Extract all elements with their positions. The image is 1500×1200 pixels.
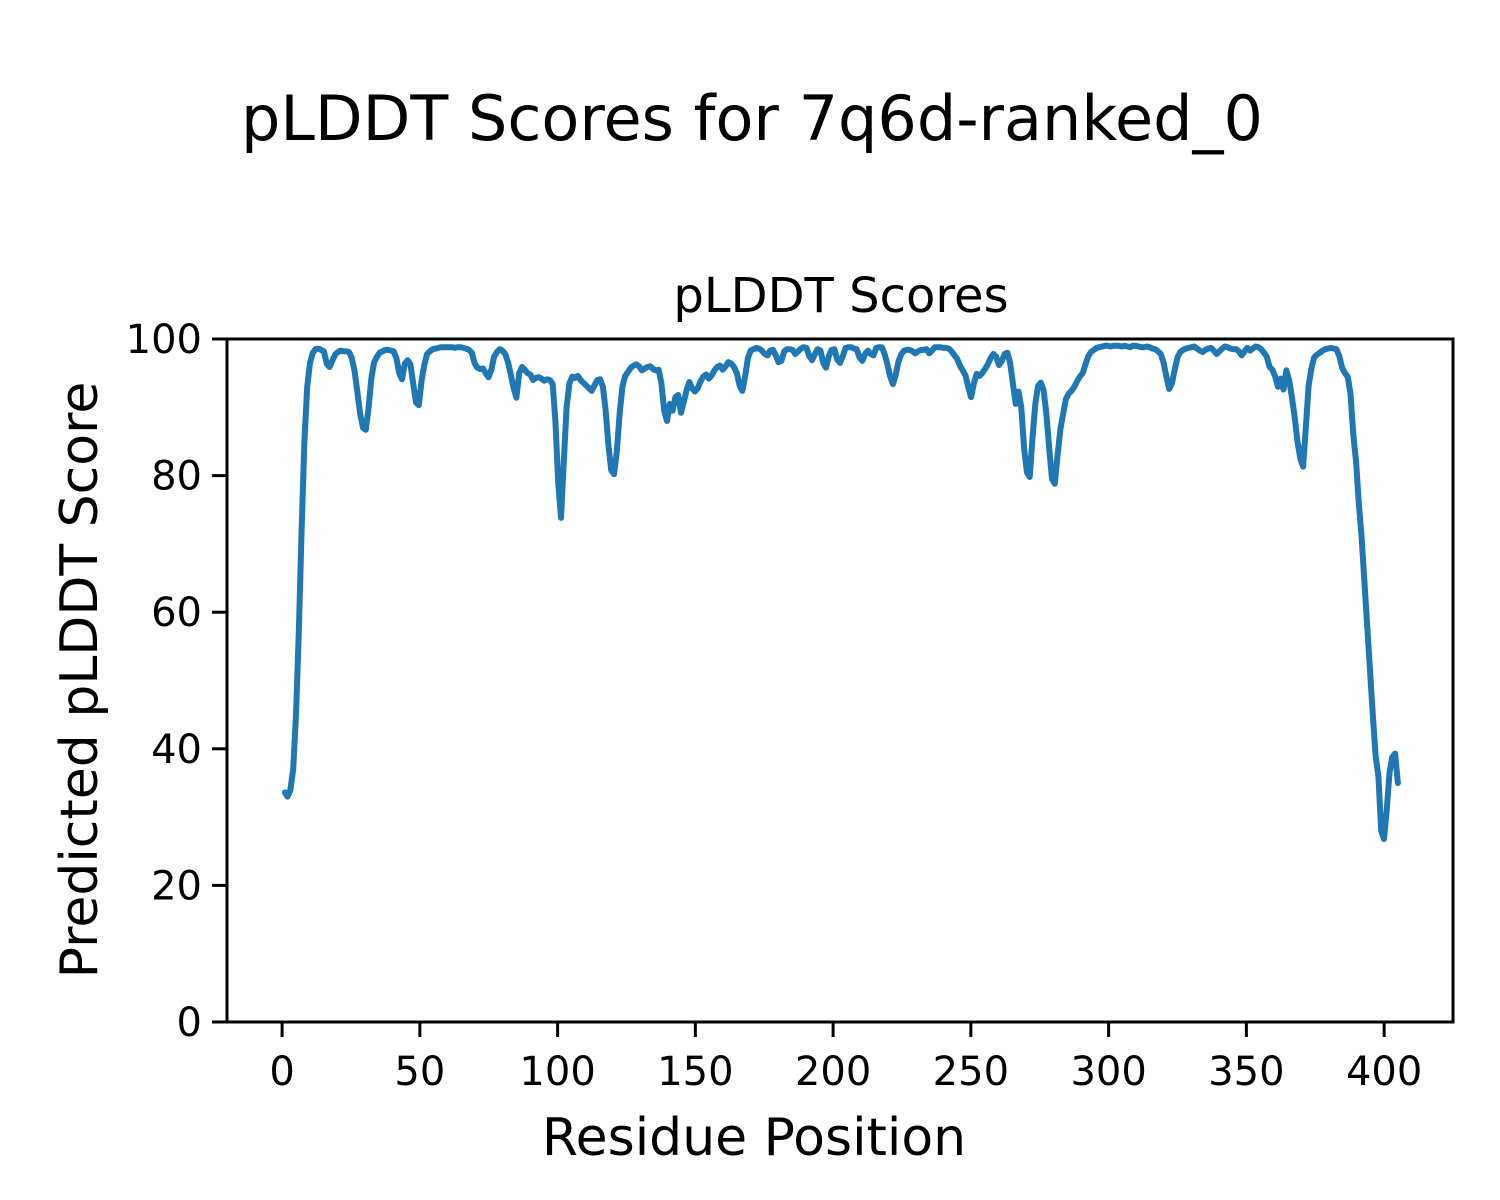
x-tick-label: 100 xyxy=(519,1049,595,1095)
x-axis-label: Residue Position xyxy=(541,1108,967,1168)
x-tick-label: 0 xyxy=(269,1049,294,1095)
plddt-line xyxy=(281,342,1401,842)
x-tick-label: 350 xyxy=(1208,1049,1284,1095)
y-tick-label: 0 xyxy=(177,1000,202,1046)
x-tick-label: 200 xyxy=(795,1049,871,1095)
x-tick-label: 150 xyxy=(657,1049,733,1095)
x-tick-label: 250 xyxy=(933,1049,1009,1095)
axes-box xyxy=(225,337,1455,1024)
y-tick-label: 100 xyxy=(126,317,202,363)
y-tick-label: 80 xyxy=(151,454,202,500)
y-tick-label: 20 xyxy=(151,863,202,909)
y-tick-label: 60 xyxy=(151,590,202,636)
x-tick-label: 400 xyxy=(1346,1049,1422,1095)
y-axis-label: Predicted pLDDT Score xyxy=(50,381,110,979)
axes-title: pLDDT Scores xyxy=(673,268,1009,324)
y-tick-label: 40 xyxy=(151,727,202,773)
x-tick-label: 50 xyxy=(394,1049,445,1095)
figure-title: pLDDT Scores for 7q6d-ranked_0 xyxy=(241,82,1263,155)
x-tick-label: 300 xyxy=(1070,1049,1146,1095)
